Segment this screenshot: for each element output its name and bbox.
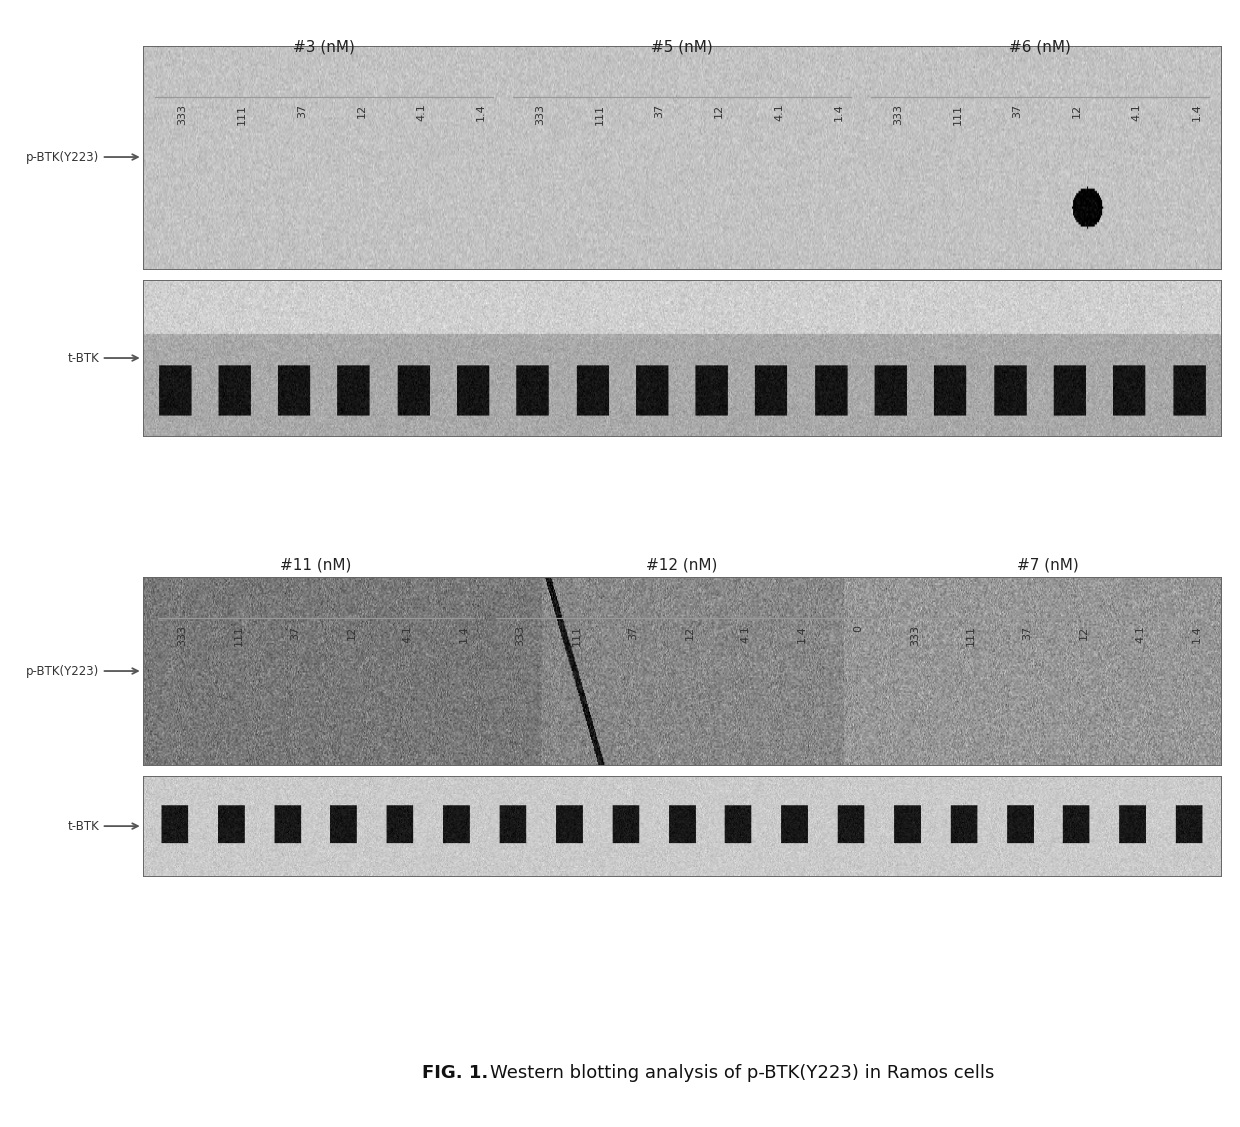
Text: 12: 12 <box>346 625 356 640</box>
Text: 1.4: 1.4 <box>833 104 843 122</box>
Text: 12: 12 <box>684 625 694 640</box>
Text: #11 (nM): #11 (nM) <box>280 558 351 573</box>
Text: #7 (nM): #7 (nM) <box>1017 558 1079 573</box>
Text: 12: 12 <box>1073 104 1083 118</box>
Text: 111: 111 <box>572 625 582 647</box>
Text: 12: 12 <box>1079 625 1089 640</box>
Text: #5 (nM): #5 (nM) <box>651 39 713 54</box>
Text: 111: 111 <box>595 104 605 125</box>
Text: 333: 333 <box>536 104 546 125</box>
Text: 4.1: 4.1 <box>774 104 784 122</box>
Text: 37: 37 <box>655 104 665 118</box>
Text: p-BTK(Y223): p-BTK(Y223) <box>26 151 99 163</box>
Text: 333: 333 <box>177 625 187 647</box>
Text: 333: 333 <box>910 625 920 647</box>
Text: 333: 333 <box>893 104 903 125</box>
Text: #6 (nM): #6 (nM) <box>1009 39 1071 54</box>
Text: #12 (nM): #12 (nM) <box>646 558 718 573</box>
Text: 1.4: 1.4 <box>476 104 486 122</box>
Text: 1.4: 1.4 <box>797 625 807 644</box>
Text: 4.1: 4.1 <box>417 104 427 122</box>
Text: 111: 111 <box>952 104 963 125</box>
Text: 37: 37 <box>1013 104 1023 118</box>
Text: 1.4: 1.4 <box>1192 625 1202 644</box>
Text: 4.1: 4.1 <box>1135 625 1146 644</box>
Text: 111: 111 <box>234 625 244 647</box>
Text: 4.1: 4.1 <box>1132 104 1142 122</box>
Text: FIG. 1.: FIG. 1. <box>422 1064 487 1082</box>
Text: t-BTK: t-BTK <box>68 352 99 364</box>
Text: 1.4: 1.4 <box>1192 104 1202 122</box>
Text: 0: 0 <box>853 625 863 632</box>
Text: 111: 111 <box>966 625 976 647</box>
Text: #3 (nM): #3 (nM) <box>293 39 355 54</box>
Text: 12: 12 <box>714 104 724 118</box>
Text: 37: 37 <box>629 625 639 640</box>
Text: 37: 37 <box>1023 625 1033 640</box>
Text: t-BTK: t-BTK <box>68 819 99 833</box>
Text: 4.1: 4.1 <box>740 625 750 644</box>
Text: p-BTK(Y223): p-BTK(Y223) <box>26 665 99 677</box>
Text: 333: 333 <box>516 625 526 647</box>
Text: 1.4: 1.4 <box>459 625 469 644</box>
Text: 4.1: 4.1 <box>403 625 413 644</box>
Text: 37: 37 <box>296 104 306 118</box>
Text: 111: 111 <box>237 104 247 125</box>
Text: Western blotting analysis of p-BTK(Y223) in Ramos cells: Western blotting analysis of p-BTK(Y223)… <box>490 1064 994 1082</box>
Text: 333: 333 <box>177 104 187 125</box>
Text: 12: 12 <box>356 104 366 118</box>
Text: 37: 37 <box>290 625 300 640</box>
